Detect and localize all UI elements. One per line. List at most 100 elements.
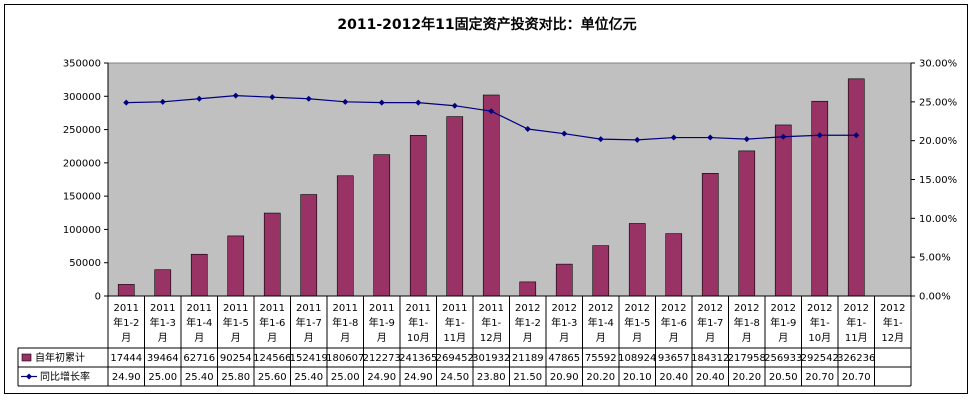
category-label: 2011	[223, 303, 248, 314]
table-value-growth: 20.10	[623, 372, 652, 383]
bar	[738, 150, 756, 297]
category-label: 年1-9	[770, 316, 796, 329]
chart-title: 2011-2012年11固定资产投资对比：单位亿元	[337, 17, 637, 33]
category-label: 年1-2	[113, 316, 139, 329]
bar	[701, 173, 719, 297]
table-value-cumulative: 184312	[691, 353, 729, 364]
category-label: 年1-2	[515, 316, 541, 329]
right-tick-label: 5.00%	[919, 253, 951, 264]
category-label: 年1-7	[697, 316, 723, 329]
category-label: 年1-	[810, 316, 830, 329]
table-value-cumulative: 39464	[147, 353, 179, 364]
growth-marker	[451, 102, 458, 109]
category-label: 年1-3	[551, 316, 577, 329]
category-label: 月	[121, 332, 131, 344]
bar	[847, 78, 865, 297]
growth-marker	[159, 98, 166, 105]
category-label: 2011	[114, 303, 139, 314]
category-label: 2011	[406, 303, 431, 314]
category-label: 月	[742, 332, 752, 344]
table-value-growth: 25.60	[258, 372, 287, 383]
category-label: 10月	[808, 332, 831, 344]
growth-marker	[269, 94, 276, 101]
left-tick-label: 0	[95, 292, 101, 303]
table-value-cumulative: 326236	[837, 353, 875, 364]
table-value-cumulative: 256933	[764, 353, 802, 364]
table-value-cumulative: 75592	[585, 353, 617, 364]
category-label: 月	[523, 332, 533, 344]
table-value-cumulative: 241365	[399, 353, 437, 364]
table-value-cumulative: 212273	[363, 353, 401, 364]
right-tick-label: 25.00%	[919, 97, 957, 108]
table-value-cumulative: 217958	[728, 353, 766, 364]
category-label: 年1-9	[369, 316, 395, 329]
category-label: 2011	[333, 303, 358, 314]
category-label: 2012	[771, 303, 796, 314]
category-label: 2012	[588, 303, 613, 314]
category-label: 2012	[734, 303, 759, 314]
category-label: 年1-6	[661, 316, 687, 329]
category-label: 2011	[150, 303, 175, 314]
table-value-cumulative: 301932	[472, 353, 510, 364]
left-tick-label: 200000	[63, 158, 101, 169]
category-label: 月	[267, 332, 277, 344]
table-value-cumulative: 292542	[801, 353, 839, 364]
growth-marker	[342, 98, 349, 105]
growth-marker	[415, 99, 422, 106]
category-label: 年1-7	[296, 316, 322, 329]
growth-marker	[780, 133, 787, 140]
table-value-growth: 25.00	[148, 372, 177, 383]
category-label: 月	[231, 332, 241, 344]
bar	[373, 154, 391, 297]
table-value-growth: 21.50	[513, 372, 542, 383]
table-value-growth: 25.40	[185, 372, 214, 383]
category-label: 年1-5	[223, 316, 249, 329]
category-label: 2012	[515, 303, 540, 314]
growth-marker	[488, 108, 495, 115]
growth-marker	[853, 132, 860, 139]
category-label: 月	[340, 332, 350, 344]
table-value-growth: 20.40	[696, 372, 725, 383]
table-value-cumulative: 180607	[326, 353, 364, 364]
bar	[117, 284, 135, 297]
category-label: 2012	[844, 303, 869, 314]
left-tick-label: 300000	[63, 92, 101, 103]
growth-marker	[561, 130, 568, 137]
table-value-growth: 24.90	[404, 372, 433, 383]
category-label: 月	[669, 332, 679, 344]
category-label: 2011	[187, 303, 212, 314]
growth-marker	[123, 99, 130, 106]
table-value-growth: 20.70	[805, 372, 834, 383]
category-label: 2011	[479, 303, 504, 314]
category-label: 月	[705, 332, 715, 344]
growth-marker	[378, 99, 385, 106]
category-label: 12月	[881, 332, 904, 344]
right-tick-label: 0.00%	[919, 292, 951, 303]
category-label: 年1-	[883, 316, 903, 329]
right-tick-label: 15.00%	[919, 175, 957, 186]
table-value-growth: 25.00	[331, 372, 360, 383]
table-value-growth: 20.70	[842, 372, 871, 383]
right-tick-label: 20.00%	[919, 136, 957, 147]
bar	[154, 269, 172, 297]
left-tick-label: 150000	[63, 192, 101, 203]
legend-label-cumulative: 自年初累计	[35, 351, 85, 364]
growth-marker	[816, 132, 823, 139]
category-label: 年1-3	[150, 316, 176, 329]
category-label: 年1-4	[186, 316, 212, 329]
bar	[482, 94, 500, 297]
bar	[555, 263, 573, 297]
category-label: 月	[559, 332, 569, 344]
category-label: 2011	[296, 303, 321, 314]
category-label: 年1-	[408, 316, 428, 329]
bar	[263, 212, 281, 297]
table-value-cumulative: 17444	[110, 353, 142, 364]
category-label: 月	[596, 332, 606, 344]
table-value-growth: 20.20	[586, 372, 615, 383]
left-tick-label: 250000	[63, 125, 101, 136]
category-label: 月	[304, 332, 314, 344]
category-label: 2012	[661, 303, 686, 314]
bar	[811, 100, 829, 297]
bar	[774, 124, 792, 297]
legend-swatch-marker	[26, 373, 32, 380]
